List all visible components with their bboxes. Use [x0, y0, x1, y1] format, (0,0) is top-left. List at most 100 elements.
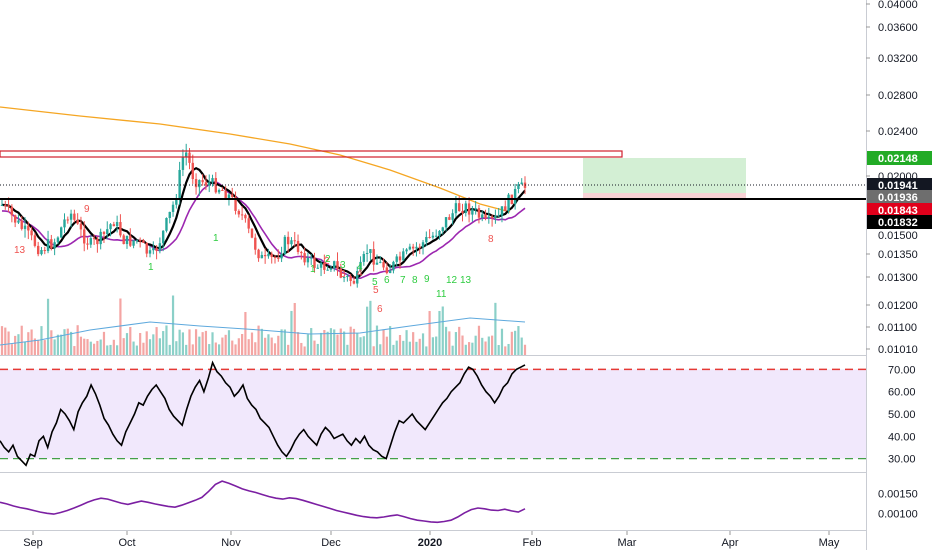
volume-bar — [96, 340, 99, 355]
td-label-green: 1 — [310, 264, 316, 275]
volume-bar — [33, 338, 36, 355]
candle-body — [217, 189, 221, 193]
volume-bar — [504, 346, 507, 355]
volume-bar — [0, 326, 4, 355]
volume-bar — [277, 335, 280, 355]
candle-body — [125, 235, 129, 245]
candle-body — [296, 240, 300, 253]
candle-body — [428, 237, 431, 239]
volume-bar — [145, 331, 148, 355]
candle-body — [467, 203, 471, 215]
volume-bar — [356, 333, 359, 355]
candle-body — [382, 261, 385, 268]
candle-body — [477, 208, 481, 218]
volume-bar — [467, 342, 471, 355]
candle-body — [36, 245, 40, 255]
candle-body — [204, 182, 208, 186]
candle-body — [115, 222, 119, 227]
candle-body — [50, 239, 53, 249]
candle-body — [231, 194, 234, 197]
candle-body — [349, 276, 352, 281]
oscillator-tick-label: 0.00150 — [878, 488, 918, 500]
candle-body — [122, 235, 125, 245]
candle-body — [369, 249, 372, 253]
candle-body — [300, 252, 303, 254]
candle-body — [520, 182, 523, 185]
volume-bar — [497, 345, 500, 355]
time-tick-label: May — [819, 537, 840, 549]
candle-body — [316, 267, 319, 269]
volume-bar — [362, 336, 365, 355]
time-tick-label: Sep — [23, 537, 43, 549]
price-tick-label: 0.03200 — [878, 53, 918, 65]
volume-bar — [389, 326, 392, 355]
volume-bar — [477, 325, 481, 355]
volume-bar — [352, 328, 356, 355]
volume-bar — [418, 338, 421, 355]
candle-body — [83, 229, 86, 244]
rsi-band — [0, 369, 866, 459]
price-tag-label: 0.01832 — [878, 217, 918, 229]
price-tag-bg — [867, 178, 932, 192]
volume-bar — [224, 334, 227, 355]
td-label-red: 13 — [14, 245, 26, 256]
candle-body — [257, 249, 260, 259]
volume-bar — [102, 331, 106, 355]
time-tick-label: Oct — [118, 537, 135, 549]
volume-bar — [185, 344, 188, 355]
volume-bar — [520, 337, 523, 355]
volume-bar — [50, 330, 53, 355]
candle-body — [313, 257, 316, 268]
volume-bar — [152, 334, 155, 355]
candle-body — [208, 182, 211, 186]
candle-body — [17, 220, 20, 223]
price-tick-label: 0.02800 — [878, 90, 918, 102]
volume-bar — [7, 331, 10, 355]
volume-bar — [250, 332, 254, 355]
volume-bar — [93, 343, 96, 355]
candle-body — [273, 256, 277, 258]
candle-body — [145, 242, 148, 254]
volume-bar — [142, 342, 145, 355]
candle-body — [329, 268, 333, 270]
volume-bar — [217, 344, 221, 355]
volume-bar — [60, 334, 63, 355]
candle-body — [165, 217, 168, 231]
volume-bar — [408, 341, 411, 355]
candle-body — [194, 179, 198, 188]
candles-layer — [0, 143, 527, 288]
candle-body — [372, 249, 375, 265]
candle-body — [191, 162, 194, 180]
volume-bar — [438, 310, 441, 355]
volume-bar — [484, 341, 487, 355]
candle-body — [434, 235, 438, 237]
time-tick-label: 2020 — [418, 537, 442, 549]
candle-body — [99, 231, 102, 245]
candle-body — [254, 237, 257, 250]
candle-body — [211, 178, 214, 183]
candle-body — [185, 152, 188, 158]
volume-bar — [17, 334, 20, 355]
volume-bar — [474, 335, 477, 355]
volume-layer — [0, 295, 527, 355]
td-label-red: 6 — [377, 304, 383, 315]
volume-bar — [10, 344, 13, 355]
volume-bar — [89, 341, 92, 355]
candle-body — [323, 262, 326, 270]
candle-body — [309, 257, 313, 259]
candle-body — [494, 215, 497, 219]
volume-bar — [181, 332, 185, 355]
candle-body — [388, 270, 392, 274]
volume-bar — [178, 329, 181, 355]
volume-bar — [494, 302, 497, 355]
volume-bar — [412, 332, 415, 355]
candle-body — [418, 246, 421, 248]
volume-bar — [405, 330, 408, 355]
levels-layer — [0, 150, 866, 200]
td-label-red: 8 — [488, 234, 494, 245]
candle-body — [365, 252, 369, 254]
volume-bar — [333, 329, 336, 355]
